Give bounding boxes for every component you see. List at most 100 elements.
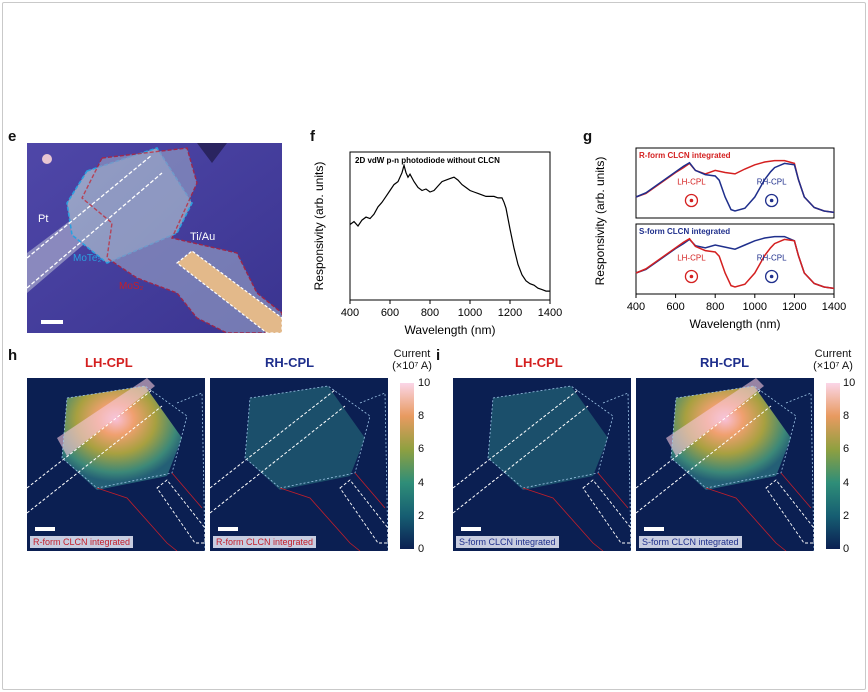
mos2-outline <box>171 472 203 509</box>
colorbar-title-line1: Current <box>393 348 431 360</box>
colorbar-tick-label: 6 <box>843 443 850 456</box>
colorbar-title-line2: (×10⁷ A) <box>813 360 853 372</box>
i-right-title: RH-CPL <box>700 355 750 370</box>
tiau-label: Ti/Au <box>190 231 216 243</box>
colorbar-tick-label: 6 <box>418 443 425 456</box>
h-right-title: RH-CPL <box>265 355 315 370</box>
colorbar-tick-label: 4 <box>843 476 850 489</box>
chart-f-xtick-label: 800 <box>421 307 439 319</box>
colorbar-tick-label: 2 <box>418 509 425 522</box>
pt-outline <box>210 389 336 489</box>
chart-g-series-line <box>635 161 835 214</box>
mos2-outline <box>597 472 629 509</box>
chart-g-series-line <box>635 159 835 214</box>
chart-g-subplot-title: S-form CLCN integrated <box>639 227 730 236</box>
h-left-tag: R-form CLCN integrated <box>30 536 134 548</box>
chart-f-xtick-label: 600 <box>381 307 399 319</box>
tiau-outline <box>339 479 388 544</box>
scale-bar <box>461 527 481 531</box>
chart-g-rh-label: RH-CPL <box>757 253 787 262</box>
rh-cpl-icon <box>764 269 779 284</box>
colorbar-title-line2: (×10⁷ A) <box>392 360 432 372</box>
i-left-title: LH-CPL <box>515 355 563 370</box>
scale-bar <box>218 527 238 531</box>
mos2-outline <box>522 487 604 551</box>
chart-g: R-form CLCN integrated LH-CPL RH-CPL S-form… <box>593 147 846 331</box>
mote2-outline <box>176 392 205 551</box>
chart-g-xtick-label: 1400 <box>822 301 846 313</box>
mos2-outline <box>279 487 361 551</box>
colorbar-tick-label: 10 <box>843 377 856 389</box>
colorbar-title-line1: Current <box>814 348 852 360</box>
chart-g-xtick-label: 800 <box>706 301 724 313</box>
chart-g-xtick-label: 400 <box>627 301 645 313</box>
chart-f: 2D vdW p-n photodiode without CLCN 400 600… <box>312 151 562 337</box>
colorbar-tick-label: 4 <box>418 476 425 489</box>
chart-f-ylabel: Responsivity (arb. units) <box>312 162 326 291</box>
panel-label-e: e <box>8 128 17 145</box>
mote2-outline <box>785 392 814 551</box>
mote2-outline <box>602 392 631 551</box>
chart-g-subplot-frame <box>635 147 835 219</box>
chart-f-xtick-label: 400 <box>341 307 359 319</box>
chart-g-subplot-title: R-form CLCN integrated <box>639 151 731 160</box>
colorbar-tick-label: 2 <box>843 509 850 522</box>
colorbar-i-title: Current (×10⁷ A) <box>803 348 863 372</box>
colorbar-h <box>400 383 414 549</box>
chart-g-series-line <box>635 237 835 290</box>
pt-outline <box>636 405 772 514</box>
chart-g-xlabel: Wavelength (nm) <box>690 317 781 331</box>
mos2-outline <box>780 472 812 509</box>
rh-cpl-icon <box>764 193 779 208</box>
chart-g-xtick-label: 1200 <box>782 301 806 313</box>
colorbar-tick-label: 0 <box>843 543 850 555</box>
chart-g-subplot-frame <box>635 223 835 295</box>
pt-outline <box>636 389 762 489</box>
mos2-outline <box>705 487 787 551</box>
chart-f-xlabel: Wavelength (nm) <box>405 323 496 337</box>
pt-outline <box>210 405 346 514</box>
h-left-title: LH-CPL <box>85 355 133 370</box>
current-map-h-rh <box>210 378 388 551</box>
scale-bar <box>644 527 664 531</box>
colorbar-tick-label: 0 <box>418 543 425 555</box>
chart-g-xtick-label: 600 <box>666 301 684 313</box>
current-map-i-lh <box>453 378 631 551</box>
tiau-outline <box>582 479 631 544</box>
i-right-tag: S-form CLCN integrated <box>639 536 742 548</box>
colorbar-i <box>826 383 840 549</box>
chart-f-title: 2D vdW p-n photodiode without CLCN <box>355 156 500 165</box>
chart-f-xtick-label: 1400 <box>538 307 562 319</box>
panel-label-h: h <box>8 347 18 364</box>
panel-label-g: g <box>583 128 593 145</box>
lh-cpl-icon-dot <box>689 198 694 203</box>
colorbar-i-ticks: 10 8 6 4 2 0 <box>843 377 863 557</box>
colorbar-h-title: Current (×10⁷ A) <box>382 348 442 372</box>
h-right-tag: R-form CLCN integrated <box>213 536 317 548</box>
mos2-outline <box>96 487 178 551</box>
mote2-outline <box>359 392 388 551</box>
chart-g-lh-label: LH-CPL <box>677 177 706 186</box>
optical-micrograph: Pt Ti/Au MoTe₂ MoS₂ <box>26 143 283 334</box>
pt-outline <box>27 405 163 514</box>
colorbar-tick-label: 8 <box>843 410 850 423</box>
current-map-h-lh <box>27 378 205 551</box>
mos2-label: MoS₂ <box>119 281 144 292</box>
current-map-i-rh <box>636 378 814 551</box>
i-left-tag: S-form CLCN integrated <box>456 536 559 548</box>
chart-g-lh-label: LH-CPL <box>677 253 706 262</box>
lh-cpl-icon-dot <box>689 274 694 279</box>
pt-label: Pt <box>38 213 49 225</box>
scale-bar <box>35 527 55 531</box>
pt-outline <box>27 389 153 489</box>
pt-outline <box>453 389 579 489</box>
chart-f-xtick-label: 1000 <box>458 307 482 319</box>
panel-label-i: i <box>436 347 441 364</box>
chart-f-xtick-label: 1200 <box>498 307 522 319</box>
pt-outline <box>453 405 589 514</box>
chart-g-series-line <box>635 235 835 290</box>
lh-cpl-icon <box>684 269 699 284</box>
tiau-outline <box>156 479 205 544</box>
chart-f-frame <box>349 151 551 301</box>
